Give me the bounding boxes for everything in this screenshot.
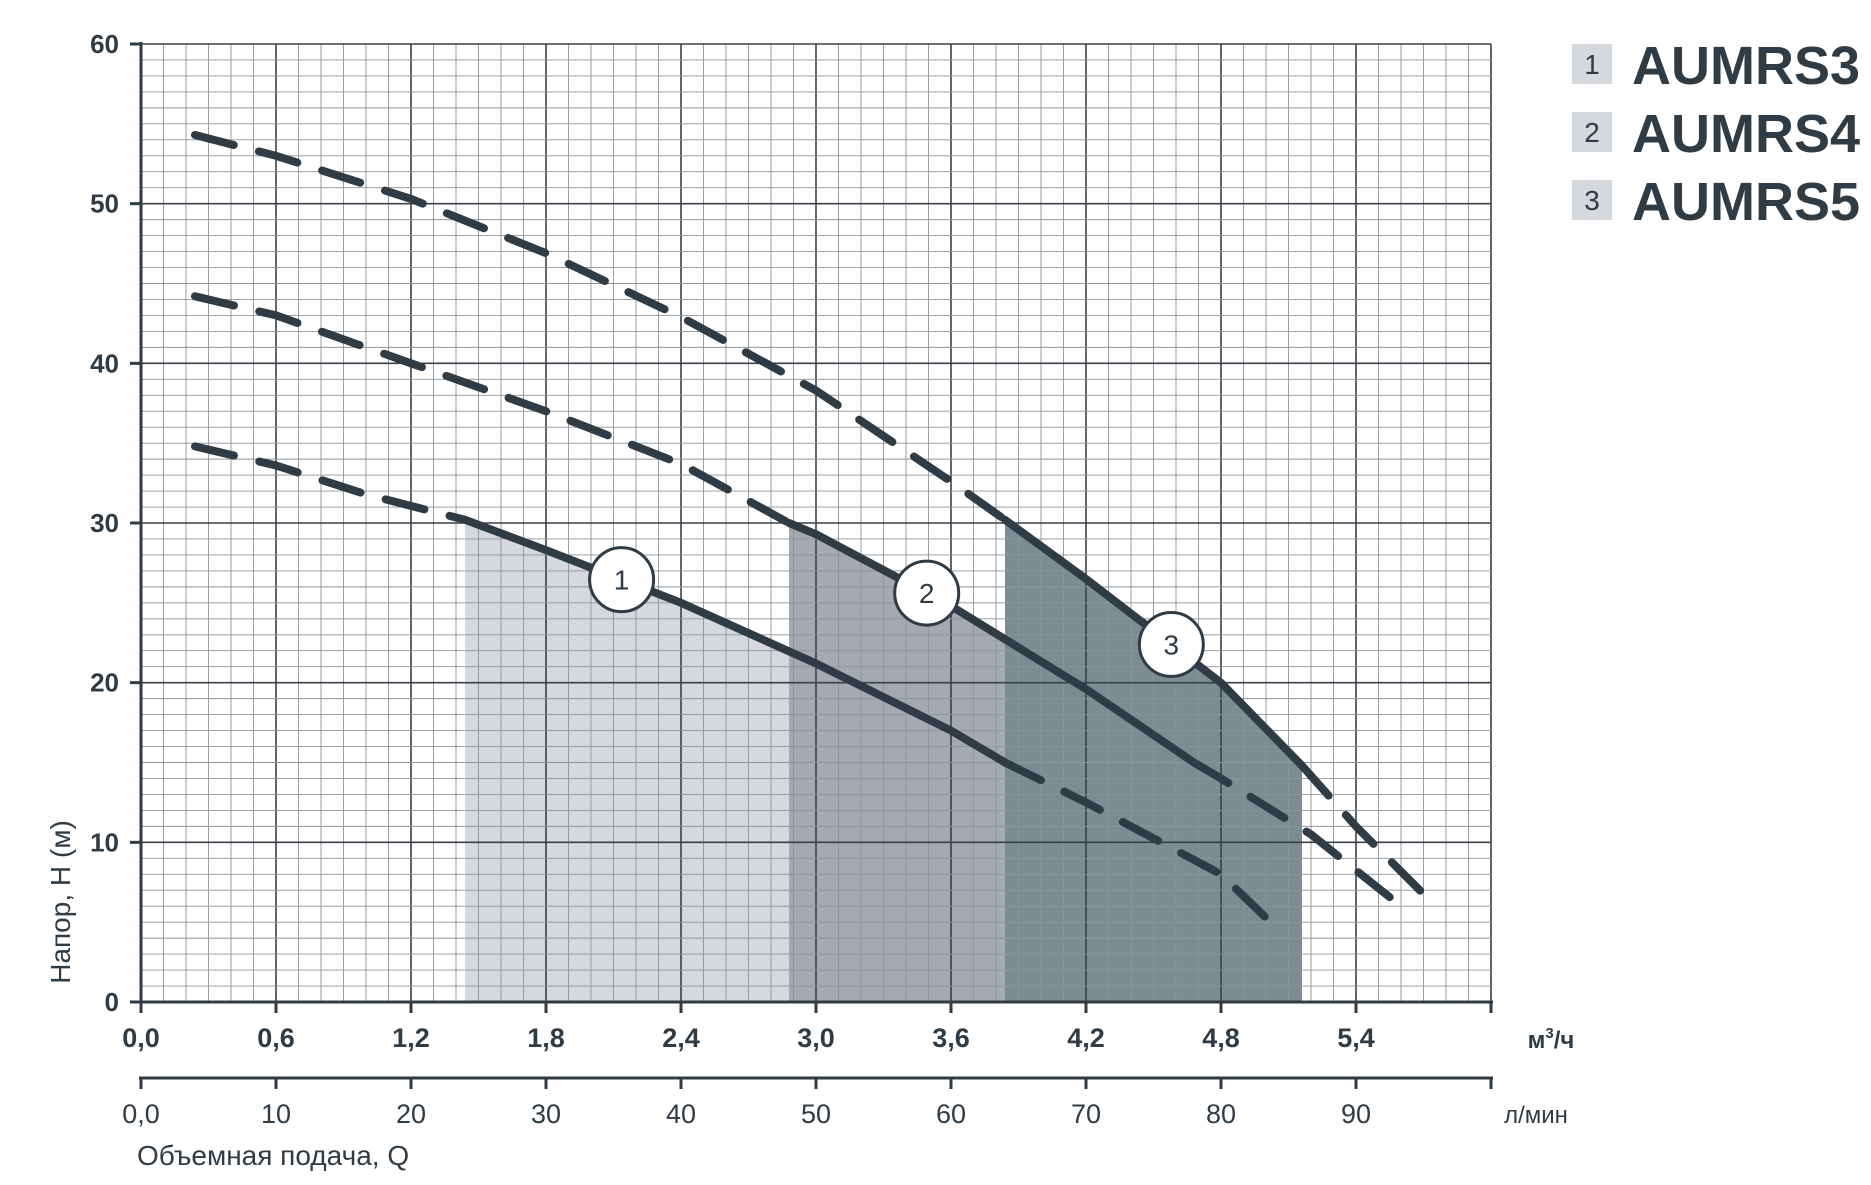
x2-tick-label: 10 (261, 1099, 291, 1129)
curve-marker-circle (893, 559, 961, 627)
curve-dashed-left-2 (191, 292, 793, 527)
curve-dashed-left-1 (191, 442, 469, 524)
grid (140, 43, 1492, 1003)
y-tick-label: 0 (105, 987, 119, 1017)
curve-marker-3: 3 (1137, 610, 1205, 678)
y-tick-label: 20 (90, 668, 119, 698)
x-tick-label: 3,0 (797, 1023, 835, 1053)
legend-series-name: AUMRS4 (1632, 104, 1860, 164)
x2-tick-label: 20 (396, 1099, 426, 1129)
curve-marker-number: 3 (1164, 629, 1180, 660)
x-tick-label: 4,8 (1202, 1023, 1240, 1053)
legend-swatch (1572, 44, 1612, 84)
legend-number: 3 (1584, 185, 1600, 216)
x-axis-title: Объемная подача, Q (137, 1140, 409, 1171)
x2-tick-label: 0,0 (122, 1099, 160, 1129)
x-tick-label: 2,4 (662, 1023, 700, 1053)
x-unit-label: м3/ч (1528, 1025, 1575, 1054)
x2-tick-label: 60 (936, 1099, 966, 1129)
x-tick-label: 1,8 (527, 1023, 565, 1053)
x-tick-label: 0,0 (122, 1023, 160, 1053)
y-tick-label: 40 (90, 348, 119, 378)
curve-dashed-right-1 (1001, 758, 1275, 927)
legend-series-name: AUMRS5 (1632, 172, 1860, 232)
y-tick-label: 60 (90, 29, 119, 59)
x2-tick-label: 30 (531, 1099, 561, 1129)
curve-dashed-right-2 (1190, 758, 1405, 911)
curve-marker-number: 1 (614, 565, 630, 596)
x-tick-label: 5,4 (1337, 1023, 1375, 1053)
y-tick-label: 50 (90, 189, 119, 219)
legend-series-name: AUMRS3 (1632, 36, 1860, 96)
x2-tick-label: 80 (1206, 1099, 1236, 1129)
curve-marker-1: 1 (588, 546, 656, 614)
x-tick-label: 3,6 (932, 1023, 970, 1053)
legend-swatch (1572, 112, 1612, 152)
curve-marker-circle (588, 546, 656, 614)
legend-number: 2 (1584, 117, 1600, 148)
curve-solid-1 (461, 515, 1009, 767)
working-range-areas (465, 519, 1302, 1002)
x2-tick-label: 70 (1071, 1099, 1101, 1129)
legend-swatch (1572, 180, 1612, 220)
curve-marker-circle (1137, 610, 1205, 678)
curve-dashed-left-3 (191, 131, 1009, 524)
x-tick-label: 1,2 (392, 1023, 430, 1053)
curve-marker-number: 2 (919, 578, 935, 609)
x2-unit-label: л/мин (1504, 1102, 1568, 1129)
x2-tick-label: 40 (666, 1099, 696, 1129)
x-tick-label: 4,2 (1067, 1023, 1105, 1053)
legend-number: 1 (1584, 49, 1600, 80)
y-axis-title: Напор, H (м) (45, 820, 76, 984)
curve-dashed-right-3 (1298, 761, 1437, 907)
x2-tick-label: 50 (801, 1099, 831, 1129)
y-tick-label: 30 (90, 508, 119, 538)
y-tick-label: 10 (90, 827, 119, 857)
legend: 1 AUMRS3 2 AUMRS4 3 AUMRS5 (1572, 36, 1860, 232)
x2-tick-label: 90 (1341, 1099, 1371, 1129)
curve-marker-2: 2 (893, 559, 961, 627)
x-tick-label: 0,6 (257, 1023, 295, 1053)
